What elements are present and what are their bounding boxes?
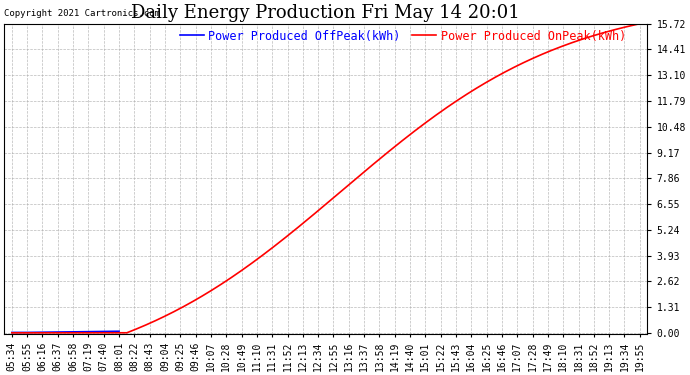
Legend: Power Produced OffPeak(kWh), Power Produced OnPeak(kWh): Power Produced OffPeak(kWh), Power Produ… — [180, 30, 626, 43]
Title: Daily Energy Production Fri May 14 20:01: Daily Energy Production Fri May 14 20:01 — [131, 4, 520, 22]
Text: Copyright 2021 Cartronics.com: Copyright 2021 Cartronics.com — [4, 9, 160, 18]
